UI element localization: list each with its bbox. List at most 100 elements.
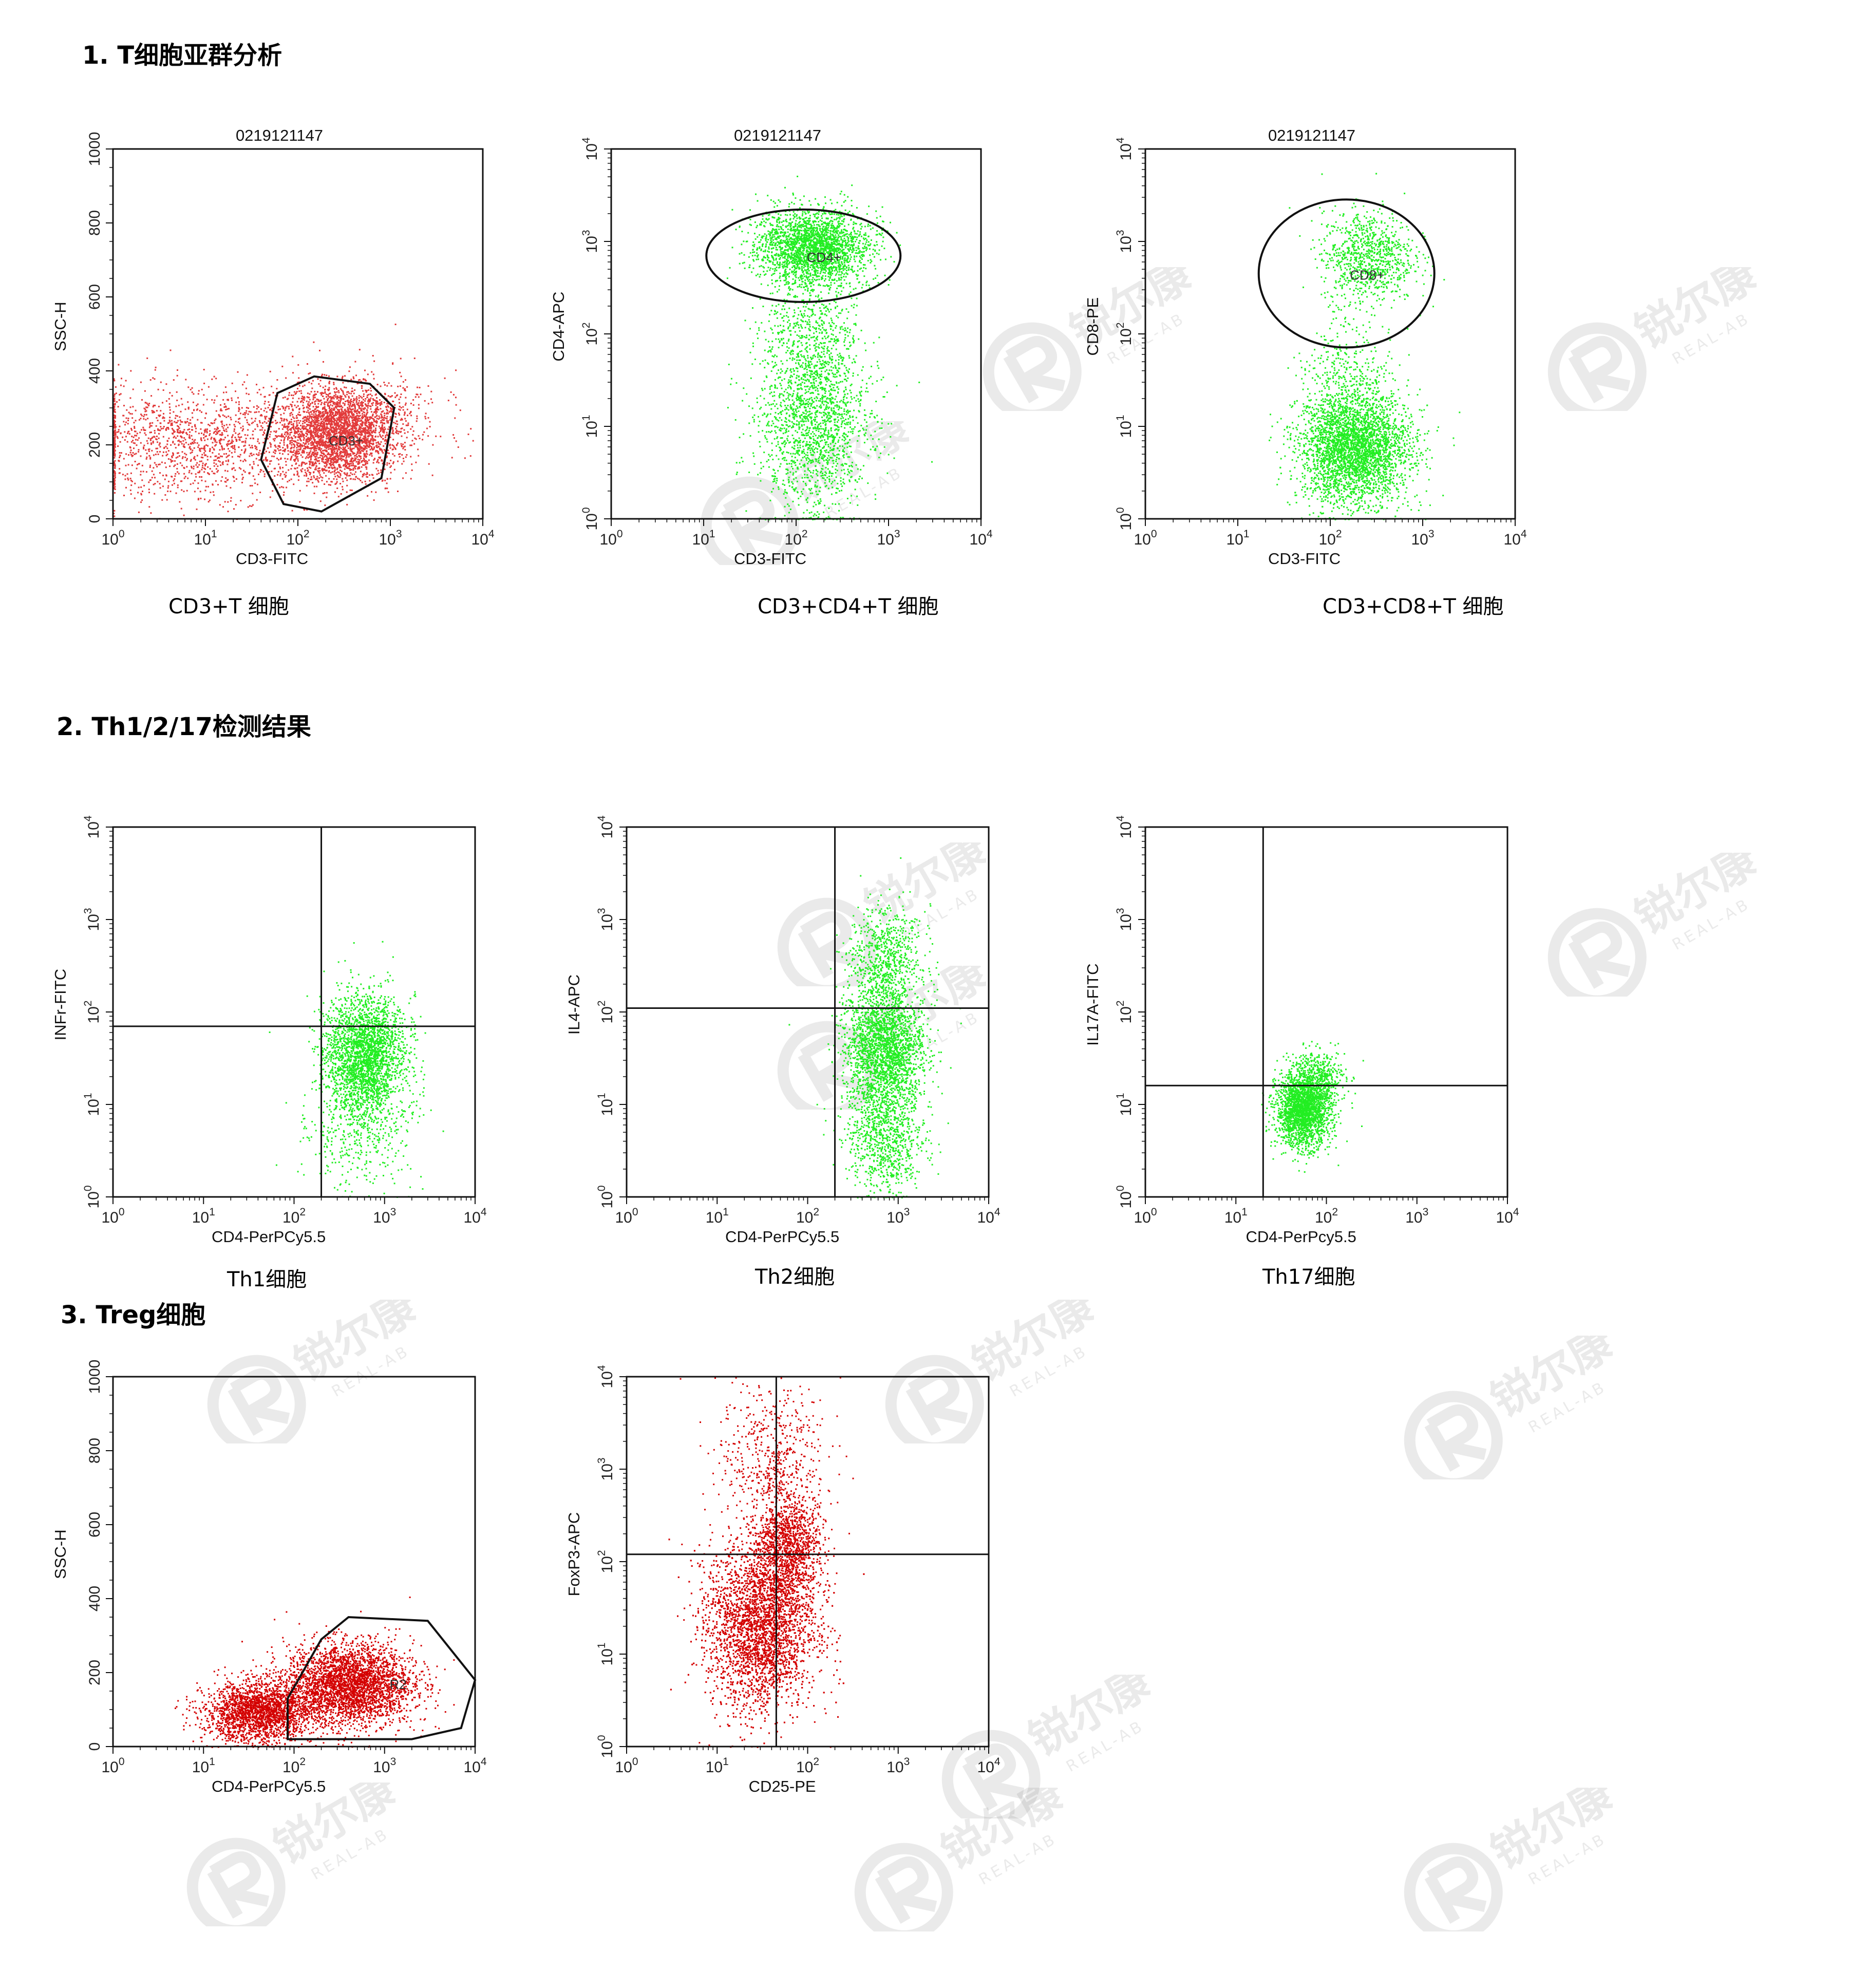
svg-text:REAL-AB: REAL-AB — [308, 1825, 393, 1884]
x-tick-label: 104 — [463, 1756, 486, 1776]
x-axis-label: CD4-PerPcy5.5 — [1246, 1228, 1356, 1246]
y-tick-label: 100 — [1115, 507, 1135, 530]
x-tick-label: 104 — [977, 1756, 1000, 1776]
event-dots — [1261, 1041, 1364, 1173]
x-axis-label: CD4-PerPCy5.5 — [725, 1228, 839, 1246]
x-tick-label: 101 — [706, 1756, 729, 1776]
x-axis-label: CD3-FITC — [1268, 550, 1341, 568]
x-tick-label: 102 — [1318, 528, 1342, 548]
y-axis-ticks: 0 200 400 600 800 1000 — [86, 132, 113, 523]
svg-text:锐尔康: 锐尔康 — [1020, 1675, 1150, 1766]
gate-label: R2 — [390, 1677, 407, 1692]
plot-frame — [112, 826, 476, 1198]
gate-ellipse — [705, 208, 902, 303]
x-tick-label: 102 — [796, 1206, 819, 1226]
watermark-logo: 锐尔康 REAL-AB — [1387, 1768, 1623, 1942]
y-axis-ticks: 100 101 102 103 104 — [1115, 137, 1145, 531]
x-tick-label: 104 — [471, 528, 494, 548]
x-axis-ticks: 100 101 102 103 104 — [101, 1197, 487, 1226]
x-tick-label: 104 — [1503, 528, 1526, 548]
y-axis-ticks: 100 101 102 103 104 — [82, 815, 113, 1209]
x-axis-label: CD3-FITC — [734, 550, 806, 568]
caption-th17-cells: Th17细胞 — [1262, 1260, 1355, 1290]
plot-frame — [626, 1376, 990, 1748]
section-title-th-results: 2. Th1/2/17检测结果 — [56, 706, 311, 742]
y-tick-label: 100 — [1115, 1185, 1135, 1208]
plot-frame — [626, 826, 990, 1198]
y-tick-label: 104 — [1115, 815, 1135, 838]
y-tick-label: 102 — [580, 322, 600, 345]
svg-text:锐尔康: 锐尔康 — [1482, 1336, 1613, 1427]
caption-th2-cells: Th2细胞 — [755, 1260, 835, 1290]
x-tick-label: 102 — [784, 528, 807, 548]
flow-plot-th2: 100 101 102 103 104 100 101 102 103 104 CD4-PerPCy… — [565, 815, 1001, 1246]
y-tick-label: 101 — [82, 1093, 102, 1116]
gate-label: CD3+ — [329, 433, 363, 448]
gate-polygon — [260, 375, 395, 513]
x-tick-label: 102 — [282, 1756, 306, 1776]
flow-plot-cd8: 100 101 102 103 104 100 101 102 103 104 CD3-FITC CD… — [1084, 126, 1527, 568]
event-dots — [668, 1377, 865, 1748]
y-axis-label: IL17A-FITC — [1084, 963, 1102, 1045]
x-axis-ticks: 100 101 102 103 104 — [1134, 1197, 1519, 1226]
x-tick-label: 104 — [969, 528, 992, 548]
y-axis-ticks: 100 101 102 103 104 — [596, 815, 627, 1209]
x-tick-label: 102 — [286, 528, 309, 548]
x-axis-label: CD3-FITC — [236, 550, 308, 568]
y-tick-label: 101 — [1115, 1093, 1135, 1116]
y-tick-label: 104 — [596, 1365, 616, 1388]
svg-text:REAL-AB: REAL-AB — [1669, 309, 1754, 368]
y-tick-label: 103 — [580, 230, 600, 253]
y-tick-label: 103 — [1115, 230, 1135, 253]
watermark-logo: 锐尔康 REAL-AB — [1531, 248, 1767, 421]
y-tick-label: 100 — [596, 1185, 616, 1208]
event-dots — [726, 176, 933, 520]
x-tick-label: 100 — [101, 1206, 124, 1226]
x-tick-label: 101 — [692, 528, 715, 548]
y-axis-label: IL4-APC — [565, 974, 583, 1035]
y-tick-label: 600 — [86, 284, 103, 310]
y-tick-label: 400 — [86, 1586, 103, 1611]
y-tick-label: 102 — [596, 1550, 616, 1573]
y-tick-label: 0 — [86, 515, 103, 523]
plot-frame — [112, 148, 484, 520]
y-tick-label: 100 — [82, 1185, 102, 1208]
y-tick-label: 1000 — [86, 132, 103, 166]
flow-plot-treg-gate: 100 101 102 103 104 0 200 400 600 800 1000 CD4-PerP… — [51, 1360, 487, 1795]
x-tick-label: 102 — [796, 1756, 819, 1776]
y-tick-label: 102 — [596, 1000, 616, 1023]
x-tick-label: 104 — [1496, 1206, 1519, 1226]
x-tick-label: 101 — [1226, 528, 1249, 548]
y-tick-label: 1000 — [86, 1360, 103, 1394]
x-axis-ticks: 100 101 102 103 104 — [101, 1747, 487, 1776]
x-tick-label: 100 — [615, 1756, 638, 1776]
x-tick-label: 101 — [194, 528, 217, 548]
svg-text:REAL-AB: REAL-AB — [1669, 895, 1754, 954]
y-tick-label: 102 — [1115, 322, 1135, 345]
flow-plot-th17: 100 101 102 103 104 100 101 102 103 104 CD4-PerPcy… — [1084, 815, 1519, 1246]
svg-text:锐尔康: 锐尔康 — [1626, 853, 1757, 944]
svg-text:锐尔康: 锐尔康 — [1482, 1788, 1613, 1879]
x-tick-label: 100 — [1134, 1206, 1157, 1226]
y-axis-label: SSC-H — [51, 302, 69, 351]
x-axis-ticks: 100 101 102 103 104 — [101, 519, 495, 548]
event-dots — [175, 1597, 455, 1748]
y-axis-ticks: 100 101 102 103 104 — [580, 137, 611, 531]
watermark-logo: 锐尔康 REAL-AB — [1531, 833, 1767, 1007]
y-tick-label: 101 — [1115, 415, 1135, 438]
y-tick-label: 400 — [86, 358, 103, 384]
y-tick-label: 104 — [82, 815, 102, 838]
y-tick-label: 104 — [1115, 137, 1135, 160]
y-tick-label: 102 — [82, 1000, 102, 1023]
y-tick-label: 101 — [580, 415, 600, 438]
y-axis-ticks: 100 101 102 103 104 — [596, 1365, 627, 1758]
x-tick-label: 101 — [706, 1206, 729, 1226]
y-axis-label: SSC-H — [51, 1529, 69, 1579]
svg-text:REAL-AB: REAL-AB — [1525, 1830, 1610, 1889]
gate-ellipse — [1257, 198, 1436, 349]
x-tick-label: 101 — [192, 1206, 215, 1226]
x-tick-label: 100 — [101, 528, 124, 548]
svg-text:REAL-AB: REAL-AB — [1007, 1342, 1091, 1401]
plot-title: 0219121147 — [236, 126, 323, 144]
plot-frame — [1144, 826, 1508, 1198]
